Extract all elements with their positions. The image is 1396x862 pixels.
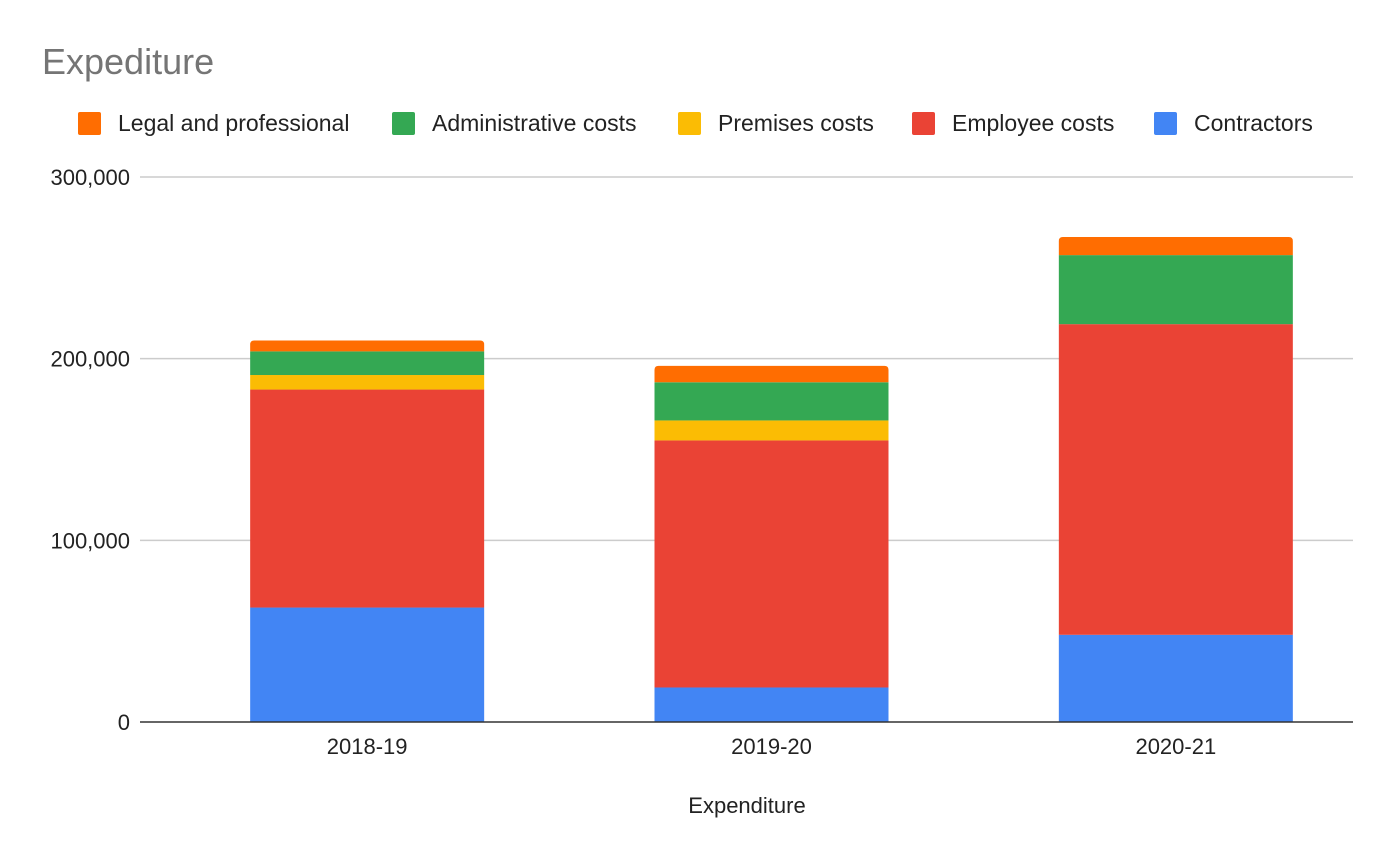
bar-legal-and-professional-2019-20 bbox=[654, 365, 889, 383]
legend-swatch bbox=[678, 112, 701, 135]
legend-label: Premises costs bbox=[718, 110, 874, 136]
bar-contractors-2018-19 bbox=[250, 607, 485, 722]
legend-item-administrative-costs: Administrative costs bbox=[392, 110, 637, 136]
legend-swatch bbox=[78, 112, 101, 135]
legend-swatch bbox=[1154, 112, 1177, 135]
bar-premises-costs-2019-20 bbox=[654, 420, 889, 441]
x-axis-ticks: 2018-19 2019-20 2020-21 bbox=[327, 734, 1216, 759]
bar-employee-costs-2019-20 bbox=[654, 440, 889, 688]
legend-item-premises-costs: Premises costs bbox=[678, 110, 874, 136]
legend-label: Administrative costs bbox=[432, 110, 637, 136]
bar-administrative-costs-2020-21 bbox=[1058, 255, 1293, 325]
bars bbox=[250, 236, 1293, 722]
legend-label: Legal and professional bbox=[118, 110, 349, 136]
x-tick-label: 2020-21 bbox=[1135, 734, 1216, 759]
y-tick-label: 300,000 bbox=[50, 165, 130, 190]
legend-label: Contractors bbox=[1194, 110, 1313, 136]
y-axis-ticks: 0 100,000 200,000 300,000 bbox=[50, 165, 130, 735]
legend-item-legal-and-professional: Legal and professional bbox=[78, 110, 349, 136]
legend-label: Employee costs bbox=[952, 110, 1114, 136]
legend: Legal and professional Administrative cos… bbox=[78, 110, 1313, 136]
chart-title: Expediture bbox=[42, 41, 214, 82]
legend-swatch bbox=[912, 112, 935, 135]
bar-administrative-costs-2018-19 bbox=[250, 351, 485, 376]
y-tick-label: 0 bbox=[118, 710, 130, 735]
legend-item-employee-costs: Employee costs bbox=[912, 110, 1114, 136]
x-tick-label: 2019-20 bbox=[731, 734, 812, 759]
x-axis-title: Expenditure bbox=[688, 793, 805, 818]
bar-contractors-2020-21 bbox=[1058, 634, 1293, 722]
legend-swatch bbox=[392, 112, 415, 135]
bar-legal-and-professional-2018-19 bbox=[250, 340, 485, 352]
bar-contractors-2019-20 bbox=[654, 687, 889, 722]
bar-employee-costs-2018-19 bbox=[250, 389, 485, 608]
bar-premises-costs-2018-19 bbox=[250, 375, 485, 390]
bar-legal-and-professional-2020-21 bbox=[1058, 236, 1293, 256]
bar-employee-costs-2020-21 bbox=[1058, 324, 1293, 635]
y-tick-label: 200,000 bbox=[50, 347, 130, 372]
y-tick-label: 100,000 bbox=[50, 528, 130, 553]
bar-administrative-costs-2019-20 bbox=[654, 382, 889, 421]
legend-item-contractors: Contractors bbox=[1154, 110, 1313, 136]
x-tick-label: 2018-19 bbox=[327, 734, 408, 759]
